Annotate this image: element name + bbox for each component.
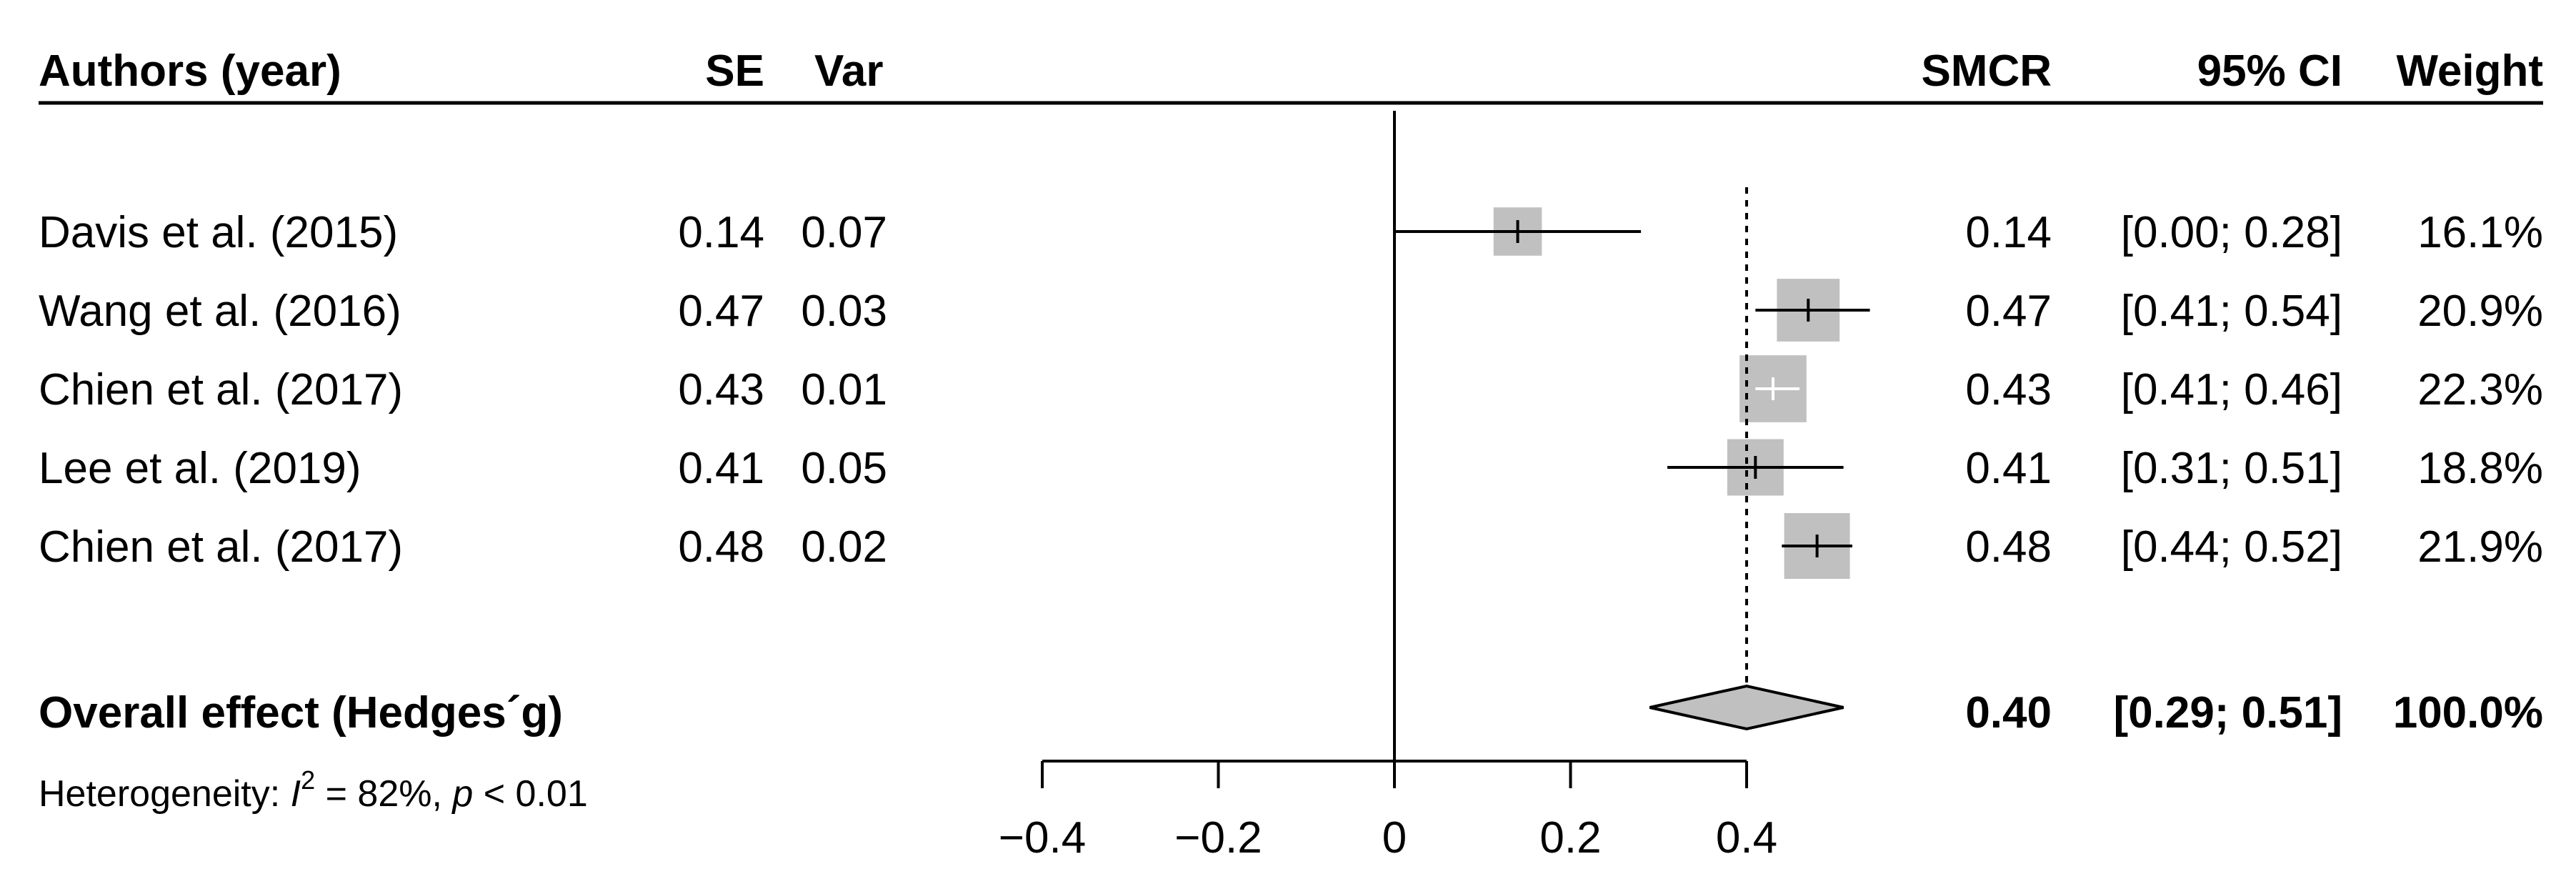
- study-var: 0.01: [801, 365, 887, 414]
- plot-area: −0.4 −0.2 0 0.2 0.4: [999, 111, 1844, 863]
- study-row: Wang et al. (2016) 0.47 0.03 0.47 [0.41; 0.5…: [39, 279, 2543, 342]
- study-label: Chien et al. (2017): [39, 522, 403, 572]
- study-label: Lee et al. (2019): [39, 444, 361, 493]
- overall-label: Overall effect (Hedges´g): [39, 688, 563, 737]
- col-header-effect: SMCR: [1921, 46, 2052, 96]
- overall-estimate: 0.40: [1965, 688, 2052, 737]
- heterogeneity-prefix: Heterogeneity:: [39, 773, 291, 815]
- overall-diamond: [1649, 684, 1844, 731]
- col-header-ci: 95% CI: [2197, 46, 2342, 96]
- study-estimate: 0.43: [1965, 365, 2052, 414]
- study-row: Davis et al. (2015) 0.14 0.07 0.14 [0.00; 0.…: [39, 207, 2543, 257]
- x-axis-tick-label: 0.4: [1716, 813, 1777, 863]
- study-weight: 20.9%: [2417, 287, 2543, 336]
- col-header-weight: Weight: [2397, 46, 2544, 96]
- heterogeneity-p-symbol: p: [451, 773, 473, 815]
- study-estimate: 0.47: [1965, 287, 2052, 336]
- study-row: Chien et al. (2017) 0.48 0.02 0.48 [0.44; 0.…: [39, 513, 2543, 579]
- study-var: 0.02: [801, 522, 887, 572]
- heterogeneity-text: Heterogeneity: I2 = 82%, p < 0.01: [39, 765, 588, 815]
- study-rows: Davis et al. (2015) 0.14 0.07 0.14 [0.00; 0.…: [39, 207, 2543, 579]
- study-weight: 22.3%: [2417, 365, 2543, 414]
- col-header-authors: Authors (year): [39, 46, 341, 96]
- study-estimate: 0.41: [1965, 444, 2052, 493]
- heterogeneity-i-symbol: I: [291, 773, 301, 815]
- study-ci: [0.41; 0.54]: [2121, 287, 2342, 336]
- study-var: 0.07: [801, 208, 887, 257]
- study-se: 0.41: [678, 444, 764, 493]
- study-se: 0.43: [678, 365, 764, 414]
- heterogeneity-p-value: < 0.01: [473, 773, 587, 815]
- study-weight: 21.9%: [2417, 522, 2543, 572]
- x-axis-tick-label: 0: [1382, 813, 1407, 863]
- study-ci: [0.41; 0.46]: [2121, 365, 2342, 414]
- study-row: Chien et al. (2017) 0.43 0.01 0.43 [0.41; 0.…: [39, 355, 2543, 422]
- study-label: Wang et al. (2016): [39, 287, 401, 336]
- study-label: Chien et al. (2017): [39, 365, 403, 414]
- study-label: Davis et al. (2015): [39, 208, 398, 257]
- overall-ci: [0.29; 0.51]: [2113, 688, 2342, 737]
- study-se: 0.47: [678, 287, 764, 336]
- x-axis-tick-label: −0.4: [999, 813, 1086, 863]
- study-row: Lee et al. (2019) 0.41 0.05 0.41 [0.31; 0.51…: [39, 439, 2543, 496]
- study-weight: 16.1%: [2417, 208, 2543, 257]
- x-axis-tick-label: −0.2: [1174, 813, 1262, 863]
- overall-weight: 100.0%: [2393, 688, 2543, 737]
- study-ci: [0.00; 0.28]: [2121, 208, 2342, 257]
- study-var: 0.05: [801, 444, 887, 493]
- study-se: 0.14: [678, 208, 764, 257]
- x-axis-tick-label: 0.2: [1539, 813, 1601, 863]
- study-estimate: 0.14: [1965, 208, 2052, 257]
- col-header-var: Var: [814, 46, 884, 96]
- study-ci: [0.44; 0.52]: [2121, 522, 2342, 572]
- study-weight: 18.8%: [2417, 444, 2543, 493]
- study-var: 0.03: [801, 287, 887, 336]
- col-header-se: SE: [705, 46, 764, 96]
- study-se: 0.48: [678, 522, 764, 572]
- study-estimate: 0.48: [1965, 522, 2052, 572]
- heterogeneity-i-value: = 82%,: [315, 773, 452, 815]
- heterogeneity-i-sup: 2: [301, 765, 315, 795]
- study-ci: [0.31; 0.51]: [2121, 444, 2342, 493]
